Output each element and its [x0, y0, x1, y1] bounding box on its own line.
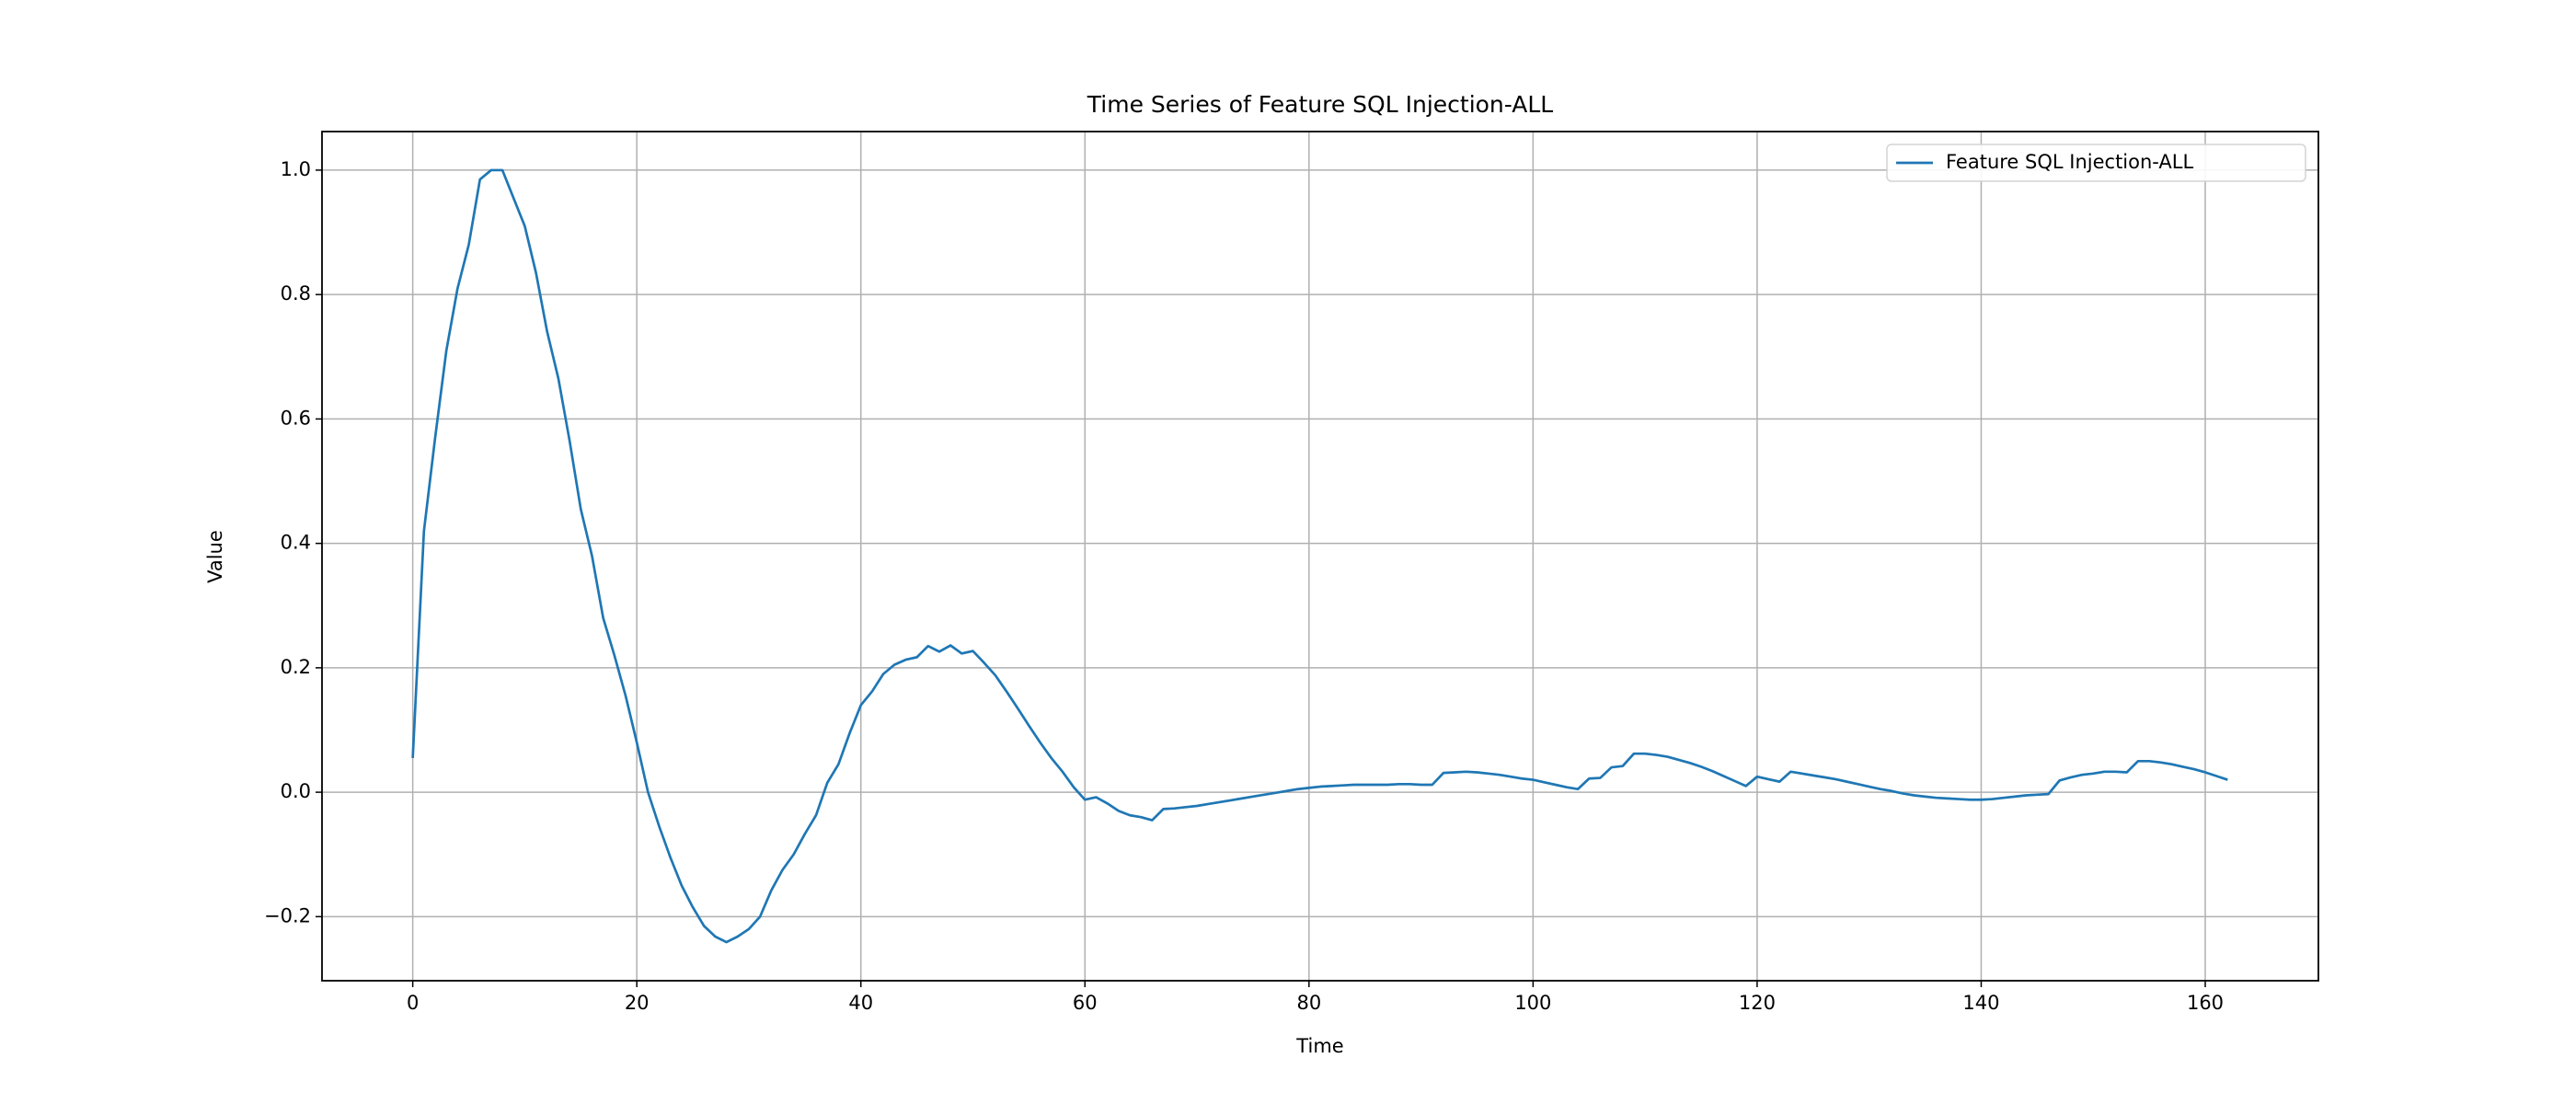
x-tick-label: 80 — [1296, 992, 1321, 1014]
y-tick-label: −0.2 — [264, 904, 311, 926]
x-tick-label: 60 — [1073, 992, 1098, 1014]
y-tick-label: 1.0 — [281, 158, 311, 180]
x-tick-label: 40 — [848, 992, 873, 1014]
y-tick-label: 0.2 — [281, 656, 311, 678]
data-line — [411, 168, 2228, 944]
y-tick-label: 0.4 — [281, 532, 311, 554]
legend-box — [1886, 144, 2306, 182]
x-tick-label: 0 — [407, 992, 419, 1014]
y-tick-label: 0.6 — [281, 407, 311, 429]
x-tick-label: 120 — [1739, 992, 1776, 1014]
x-axis-label: Time — [1295, 1035, 1343, 1057]
x-tick-label: 160 — [2187, 992, 2224, 1014]
y-axis-label: Value — [204, 530, 226, 583]
chart-title: Time Series of Feature SQL Injection-ALL — [1087, 91, 1554, 118]
legend-label: Feature SQL Injection-ALL — [1946, 151, 2193, 173]
y-tick-label: 0.8 — [281, 282, 311, 305]
x-tick-label: 20 — [625, 992, 650, 1014]
x-tick-label: 100 — [1514, 992, 1551, 1014]
x-tick-label: 140 — [1962, 992, 1999, 1014]
axes-frame — [321, 131, 2319, 982]
y-tick-label: 0.0 — [281, 780, 311, 802]
